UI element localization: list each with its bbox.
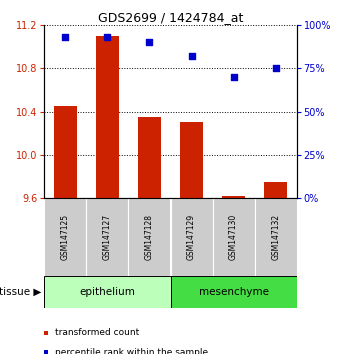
Text: tissue ▶: tissue ▶ <box>0 287 41 297</box>
Point <box>147 39 152 45</box>
Bar <box>44 198 86 276</box>
Bar <box>264 182 287 198</box>
Bar <box>138 117 161 198</box>
Bar <box>180 122 203 198</box>
Bar <box>222 196 245 198</box>
Text: epithelium: epithelium <box>79 287 135 297</box>
Bar <box>86 198 129 276</box>
Text: mesenchyme: mesenchyme <box>198 287 269 297</box>
Bar <box>170 198 212 276</box>
Bar <box>44 276 170 308</box>
Bar <box>54 106 77 198</box>
Bar <box>212 198 255 276</box>
Text: GSM147132: GSM147132 <box>271 214 280 260</box>
Text: GSM147128: GSM147128 <box>145 214 154 260</box>
Point <box>273 65 278 71</box>
Text: GSM147129: GSM147129 <box>187 214 196 260</box>
Point <box>63 34 68 40</box>
Point <box>105 34 110 40</box>
Bar <box>129 198 170 276</box>
Text: GSM147125: GSM147125 <box>61 214 70 260</box>
Point <box>189 53 194 59</box>
Text: GSM147130: GSM147130 <box>229 214 238 260</box>
Text: transformed count: transformed count <box>55 328 139 337</box>
Bar <box>255 198 297 276</box>
Title: GDS2699 / 1424784_at: GDS2699 / 1424784_at <box>98 11 243 24</box>
Point <box>231 74 236 80</box>
Text: GSM147127: GSM147127 <box>103 214 112 260</box>
Bar <box>170 276 297 308</box>
Text: percentile rank within the sample: percentile rank within the sample <box>55 348 208 354</box>
Bar <box>96 36 119 198</box>
